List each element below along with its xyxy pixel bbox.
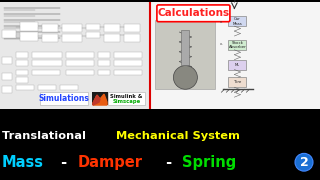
Bar xyxy=(20,32,38,41)
Bar xyxy=(150,3,320,109)
Text: Damper: Damper xyxy=(77,155,142,170)
Text: Shock
Absorber: Shock Absorber xyxy=(228,40,246,49)
Text: x₁: x₁ xyxy=(220,20,223,24)
Bar xyxy=(86,32,100,38)
Bar xyxy=(62,34,82,42)
Bar xyxy=(0,3,150,109)
Text: Mass: Mass xyxy=(2,155,44,170)
Text: M₂: M₂ xyxy=(235,63,240,67)
Bar xyxy=(66,69,94,75)
Text: -: - xyxy=(56,155,72,170)
Bar xyxy=(228,40,246,50)
Bar xyxy=(16,60,28,66)
Bar xyxy=(66,52,94,58)
Bar xyxy=(86,24,100,30)
Bar xyxy=(228,60,246,69)
Text: Spring: Spring xyxy=(182,155,236,170)
Bar xyxy=(32,60,62,66)
Bar xyxy=(228,16,246,26)
Text: Simscape: Simscape xyxy=(112,99,140,104)
Text: Translational: Translational xyxy=(2,131,90,141)
Bar xyxy=(32,52,62,58)
Circle shape xyxy=(295,153,313,171)
Text: Car
Mass: Car Mass xyxy=(233,17,242,26)
Bar xyxy=(42,34,58,42)
Text: Simulations: Simulations xyxy=(39,94,89,103)
Bar xyxy=(16,52,28,58)
Bar xyxy=(2,73,12,80)
Bar xyxy=(2,30,16,38)
Polygon shape xyxy=(93,95,100,105)
Bar xyxy=(66,60,94,66)
Text: Tire: Tire xyxy=(234,80,241,84)
Bar xyxy=(32,69,60,75)
Text: Simulink &: Simulink & xyxy=(110,94,143,99)
Bar xyxy=(108,92,145,105)
Bar xyxy=(156,20,215,89)
Text: 2: 2 xyxy=(300,156,308,169)
Bar xyxy=(114,69,142,75)
Bar xyxy=(16,85,34,90)
Bar xyxy=(92,92,108,105)
Bar xyxy=(228,77,246,87)
Text: Mechanical System: Mechanical System xyxy=(116,131,239,141)
Bar xyxy=(2,57,12,64)
Circle shape xyxy=(173,66,197,89)
FancyBboxPatch shape xyxy=(157,5,230,22)
Bar xyxy=(0,109,320,180)
Bar xyxy=(98,52,110,58)
Bar xyxy=(98,60,110,66)
Bar xyxy=(114,60,142,66)
Bar xyxy=(38,85,56,90)
Text: F: F xyxy=(233,0,236,4)
Bar xyxy=(40,92,88,105)
Bar xyxy=(124,34,140,42)
Polygon shape xyxy=(93,94,107,105)
Bar xyxy=(98,69,110,75)
Text: -: - xyxy=(161,155,177,170)
Text: Calculations: Calculations xyxy=(157,8,229,18)
Bar xyxy=(62,24,82,32)
Bar xyxy=(114,52,142,58)
Bar xyxy=(60,85,78,90)
Text: x₂: x₂ xyxy=(220,42,223,46)
Bar xyxy=(20,22,38,31)
Bar xyxy=(16,77,28,83)
Bar xyxy=(2,86,12,93)
Bar xyxy=(181,30,189,65)
Bar xyxy=(42,24,58,32)
Bar xyxy=(16,69,28,75)
Bar xyxy=(104,34,120,42)
Bar xyxy=(124,24,140,32)
Bar xyxy=(104,24,120,32)
